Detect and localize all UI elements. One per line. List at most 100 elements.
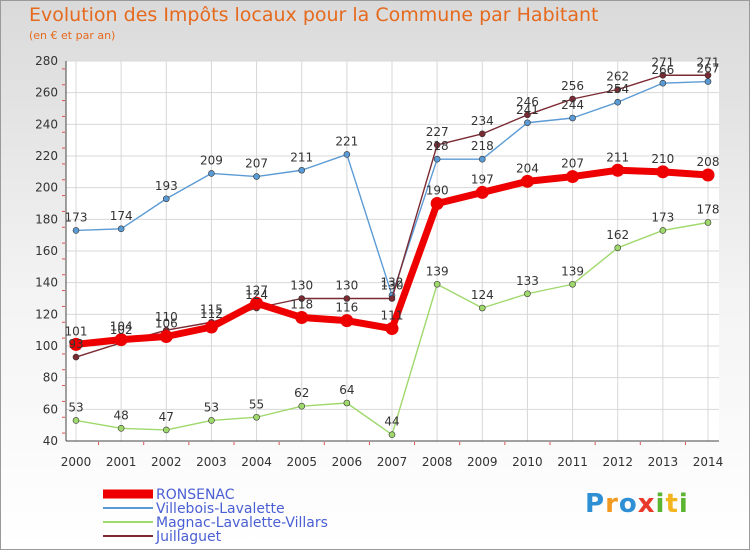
data-point-villebois-lavalette	[298, 166, 306, 174]
data-label-juillaguet: 93	[68, 337, 83, 351]
data-point-ronsenac	[340, 314, 354, 328]
data-label-magnac-lavalette-villars: 139	[426, 264, 449, 278]
data-label-juillaguet: 130	[381, 279, 404, 293]
data-point-ronsenac	[204, 320, 218, 334]
data-label-juillaguet: 234	[471, 114, 494, 128]
data-label-magnac-lavalette-villars: 162	[606, 228, 629, 242]
y-tick-label: 220	[35, 149, 58, 163]
data-label-magnac-lavalette-villars: 44	[384, 415, 399, 429]
data-point-juillaguet	[343, 295, 351, 302]
legend: RONSENACVillebois-LavaletteMagnac-Lavale…	[103, 487, 328, 545]
data-label-ronsenac: 116	[335, 301, 358, 315]
data-label-ronsenac: 204	[516, 161, 539, 175]
y-tick-label: 240	[35, 117, 58, 131]
data-point-magnac-lavalette-villars	[208, 417, 215, 424]
data-label-magnac-lavalette-villars: 47	[159, 410, 174, 424]
x-tick-label: 2014	[693, 455, 724, 469]
data-label-ronsenac: 207	[561, 157, 584, 171]
data-label-ronsenac: 112	[200, 307, 223, 321]
data-point-juillaguet	[433, 141, 441, 149]
data-point-ronsenac	[566, 170, 580, 184]
data-point-ronsenac	[385, 322, 399, 336]
data-point-ronsenac	[295, 311, 309, 324]
data-point-juillaguet	[388, 295, 396, 302]
logo-letter: r	[605, 489, 619, 519]
data-label-villebois-lavalette: 221	[335, 134, 358, 148]
data-label-magnac-lavalette-villars: 178	[697, 203, 720, 217]
data-point-magnac-lavalette-villars	[569, 280, 576, 288]
y-tick-label: 140	[35, 276, 58, 290]
data-label-juillaguet: 110	[155, 310, 178, 324]
data-point-magnac-lavalette-villars	[614, 244, 622, 252]
data-label-magnac-lavalette-villars: 173	[651, 210, 674, 224]
data-point-juillaguet	[659, 71, 667, 79]
data-point-magnac-lavalette-villars	[162, 426, 170, 434]
data-label-ronsenac: 106	[155, 317, 178, 331]
data-point-juillaguet	[569, 95, 576, 103]
x-tick-label: 2002	[151, 455, 182, 469]
logo-letter: t	[665, 489, 679, 519]
data-point-ronsenac	[475, 185, 489, 199]
data-label-juillaguet: 256	[561, 79, 584, 93]
data-label-magnac-lavalette-villars: 55	[249, 397, 264, 411]
data-label-villebois-lavalette: 218	[426, 139, 449, 153]
data-label-juillaguet: 227	[426, 125, 449, 139]
data-label-villebois-lavalette: 218	[471, 139, 494, 153]
x-tick-label: 2000	[61, 455, 92, 469]
data-point-ronsenac	[656, 165, 670, 179]
data-point-juillaguet	[614, 86, 622, 93]
data-label-villebois-lavalette: 266	[651, 63, 674, 77]
data-point-villebois-lavalette	[569, 114, 576, 122]
legend-label-villebois-lavalette: Villebois-Lavalette	[156, 501, 285, 517]
data-label-villebois-lavalette: 174	[110, 209, 133, 223]
data-point-juillaguet	[704, 71, 712, 79]
data-point-juillaguet	[298, 295, 306, 302]
data-point-ronsenac	[159, 330, 173, 343]
data-label-juillaguet: 124	[245, 288, 268, 302]
x-tick-label: 2013	[648, 455, 679, 469]
x-tick-label: 2006	[332, 455, 363, 469]
y-tick-label: 120	[35, 307, 58, 321]
data-label-villebois-lavalette: 132	[381, 275, 404, 289]
data-point-magnac-lavalette-villars	[478, 304, 486, 312]
data-point-villebois-lavalette	[117, 225, 125, 233]
data-label-ronsenac: 118	[290, 298, 313, 312]
data-point-ronsenac	[701, 168, 715, 182]
data-point-magnac-lavalette-villars	[659, 227, 667, 234]
data-label-ronsenac: 111	[381, 309, 404, 323]
data-label-ronsenac: 190	[426, 184, 449, 198]
data-label-magnac-lavalette-villars: 139	[561, 264, 584, 278]
x-tick-label: 2004	[241, 455, 272, 469]
x-tick-label: 2001	[106, 455, 137, 469]
grid	[66, 60, 719, 442]
data-point-ronsenac	[430, 197, 444, 210]
data-point-villebois-lavalette	[478, 155, 486, 163]
data-label-magnac-lavalette-villars: 64	[339, 383, 354, 397]
logo-letter: P	[585, 489, 606, 519]
data-label-juillaguet: 115	[200, 302, 223, 316]
data-label-ronsenac: 197	[471, 172, 494, 186]
logo-letter: x	[637, 489, 656, 519]
axes: 40 60 80 100 120 140 160 180 200 220 240 260 280 2000…	[35, 54, 723, 469]
data-point-villebois-lavalette	[208, 170, 215, 177]
data-point-juillaguet	[478, 130, 486, 138]
legend-label-magnac-lavalette-villars: Magnac-Lavalette-Villars	[156, 515, 328, 531]
y-tick-label: 260	[35, 86, 58, 100]
data-point-ronsenac	[611, 163, 625, 177]
data-point-magnac-lavalette-villars	[253, 413, 260, 421]
y-tick-label: 180	[35, 212, 58, 226]
data-label-ronsenac: 101	[65, 324, 88, 338]
x-tick-label: 2005	[286, 455, 317, 469]
data-point-juillaguet	[524, 111, 531, 119]
data-label-magnac-lavalette-villars: 48	[114, 408, 129, 422]
y-tick-label: 280	[35, 54, 58, 68]
data-label-magnac-lavalette-villars: 53	[68, 400, 83, 414]
data-label-ronsenac: 208	[697, 155, 720, 169]
data-label-villebois-lavalette: 244	[561, 98, 584, 112]
data-label-villebois-lavalette: 173	[65, 210, 88, 224]
data-point-villebois-lavalette	[433, 155, 441, 163]
data-point-magnac-lavalette-villars	[117, 425, 125, 432]
data-label-magnac-lavalette-villars: 53	[204, 400, 219, 414]
data-label-villebois-lavalette: 267	[697, 62, 720, 76]
